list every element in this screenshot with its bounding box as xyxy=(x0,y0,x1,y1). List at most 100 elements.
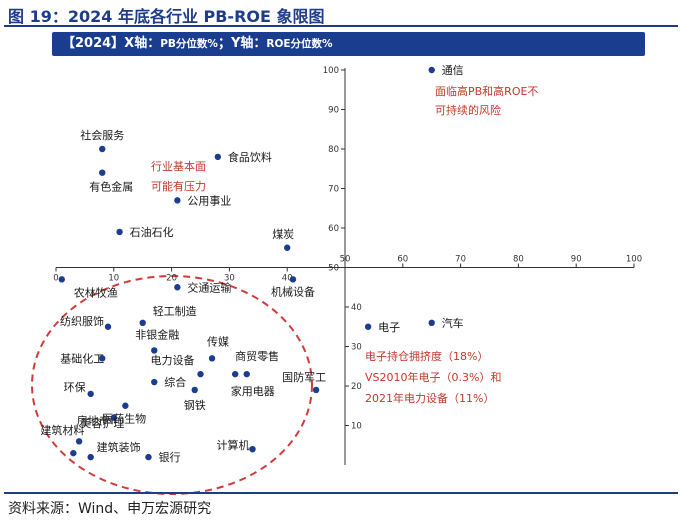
y-tick-label: 30 xyxy=(351,343,362,353)
data-point xyxy=(174,284,181,291)
x-tick-label: 20 xyxy=(166,274,177,284)
point-label: 房地产 xyxy=(77,414,110,428)
y-tick-label: 90 xyxy=(328,106,339,116)
data-point xyxy=(87,390,94,398)
x-tick-label: 100 xyxy=(626,255,642,265)
data-point xyxy=(70,449,77,457)
subtitle-x-axis: PB分位数% xyxy=(160,38,218,50)
point-label: 传媒 xyxy=(207,335,229,348)
data-point xyxy=(289,276,297,283)
point-label: 医药生物 xyxy=(102,411,146,425)
data-point xyxy=(428,66,435,74)
y-tick-label: 10 xyxy=(351,422,362,432)
y-tick-label: 70 xyxy=(328,185,339,195)
data-point xyxy=(174,197,181,204)
point-label: 通信 xyxy=(442,64,464,77)
data-point xyxy=(231,370,239,378)
data-point xyxy=(197,370,204,378)
data-point xyxy=(208,355,216,362)
x-tick-label: 30 xyxy=(224,274,235,284)
annotation-text: 面临高PB和高ROE不 xyxy=(435,84,538,98)
point-label: 钢铁 xyxy=(184,399,206,412)
point-label: 银行 xyxy=(158,450,180,464)
data-point xyxy=(249,446,256,453)
x-tick-label: 10 xyxy=(108,274,119,284)
point-label: 纺织服饰 xyxy=(60,314,104,328)
point-label: 有色金属 xyxy=(89,180,133,194)
data-point xyxy=(104,323,112,330)
y-tick-label: 20 xyxy=(351,382,362,392)
x-tick-label: 60 xyxy=(397,255,408,265)
point-label: 建筑材料 xyxy=(40,423,84,437)
title-divider xyxy=(4,25,678,27)
annotation-text: 可持续的风险 xyxy=(435,103,501,117)
annotation-text: 可能有压力 xyxy=(151,179,206,193)
point-label: 公用事业 xyxy=(187,194,231,207)
data-point xyxy=(99,169,106,176)
data-point xyxy=(75,438,83,445)
footer-divider xyxy=(4,492,678,494)
x-tick-label: 50 xyxy=(340,255,351,265)
point-label: 国防军工 xyxy=(282,370,326,384)
point-label: 环保 xyxy=(64,380,86,394)
point-label: 汽车 xyxy=(442,316,464,330)
data-point xyxy=(284,244,291,251)
y-tick-label: 80 xyxy=(328,145,339,155)
point-label: 家用电器 xyxy=(231,384,275,398)
data-point xyxy=(151,347,158,354)
y-tick-label: 60 xyxy=(328,224,339,234)
y-tick-label: 50 xyxy=(328,264,339,274)
x-tick-label: 70 xyxy=(455,255,466,265)
data-point xyxy=(243,370,250,378)
x-tick-label: 90 xyxy=(571,255,582,265)
highlight-ellipse xyxy=(31,275,313,495)
point-label: 煤炭 xyxy=(272,228,294,241)
annotation-text: 电子持仓拥挤度（18%） xyxy=(365,349,488,363)
data-point xyxy=(214,153,222,161)
point-label: 基础化工 xyxy=(60,351,104,365)
point-label: 综合 xyxy=(164,375,186,389)
annotation-text: 行业基本面 xyxy=(151,159,206,173)
data-point xyxy=(99,355,106,362)
point-label: 建筑装饰 xyxy=(97,440,141,454)
chart-subtitle-banner: 【2024】X轴：PB分位数%；Y轴：ROE分位数% xyxy=(52,32,645,56)
y-tick-label: 40 xyxy=(351,303,362,313)
point-label: 农林牧渔 xyxy=(74,285,118,299)
annotation-text: 2021年电力设备（11%） xyxy=(365,391,494,405)
data-point xyxy=(191,386,198,394)
point-label: 美容护理 xyxy=(80,416,124,430)
data-point xyxy=(428,319,435,326)
data-point xyxy=(139,319,146,326)
x-tick-label: 0 xyxy=(53,274,58,284)
subtitle-prefix: 【2024】X轴： xyxy=(62,36,161,51)
x-tick-label: 80 xyxy=(513,255,524,265)
point-label: 交通运输 xyxy=(187,280,231,294)
annotation-text: VS2010年电子（0.3%）和 xyxy=(365,370,501,384)
point-label: 计算机 xyxy=(217,438,250,452)
data-point xyxy=(116,228,123,236)
subtitle-separator: ；Y轴： xyxy=(217,36,267,51)
data-point xyxy=(110,414,118,421)
data-point xyxy=(145,453,152,461)
data-point xyxy=(122,402,129,409)
point-label: 社会服务 xyxy=(80,128,124,142)
data-point xyxy=(364,323,372,330)
point-label: 轻工制造 xyxy=(153,304,197,318)
data-point xyxy=(87,453,94,461)
point-label: 非银金融 xyxy=(135,327,179,341)
source-note: 资料来源：Wind、申万宏源研究 xyxy=(8,501,212,517)
point-label: 电力设备 xyxy=(151,353,195,367)
y-tick-label: 100 xyxy=(323,66,339,76)
point-label: 电子 xyxy=(378,321,400,334)
subtitle-y-axis: ROE分位数% xyxy=(266,38,333,50)
point-label: 石油石化 xyxy=(130,225,174,239)
data-point xyxy=(99,145,106,153)
data-point xyxy=(151,378,158,386)
point-label: 食品饮料 xyxy=(228,150,272,164)
figure-title: 图 19：2024 年底各行业 PB-ROE 象限图 xyxy=(8,7,325,26)
data-point xyxy=(312,386,320,394)
data-point xyxy=(58,276,65,283)
x-tick-label: 40 xyxy=(282,274,293,284)
point-label: 机械设备 xyxy=(271,284,315,298)
